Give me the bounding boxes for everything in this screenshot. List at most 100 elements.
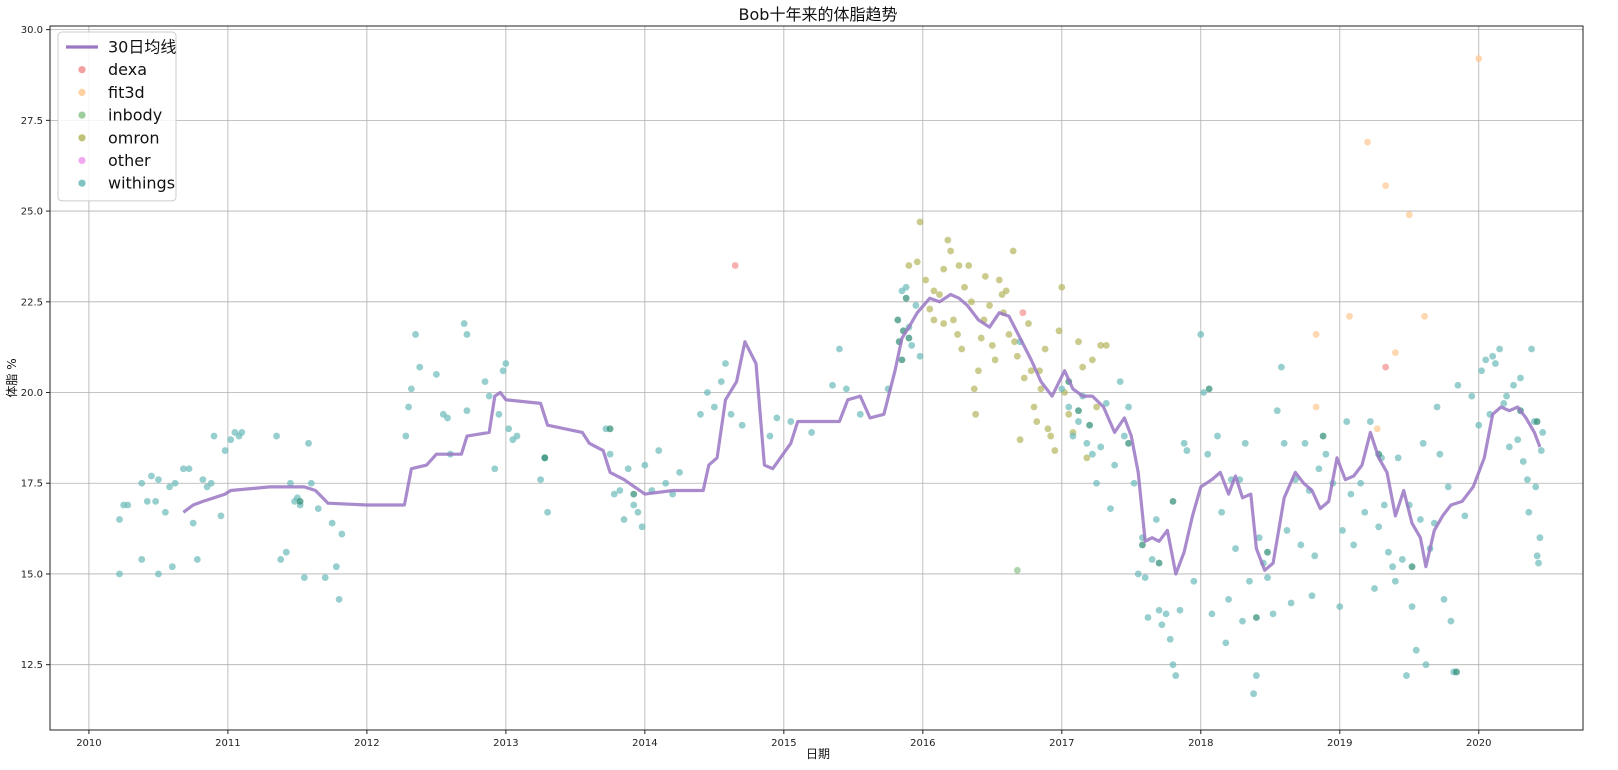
point-withings bbox=[1510, 381, 1517, 389]
point-withings bbox=[152, 497, 160, 505]
point-withings bbox=[402, 432, 410, 440]
point-withings bbox=[513, 432, 521, 440]
point-withings bbox=[328, 519, 336, 527]
point-withings bbox=[166, 483, 173, 491]
point-withings bbox=[722, 360, 729, 367]
point-omron bbox=[1055, 327, 1063, 335]
x-tick-label: 2019 bbox=[1327, 738, 1352, 749]
point-withings bbox=[499, 367, 507, 375]
legend-label: withings bbox=[108, 174, 175, 193]
point-withings bbox=[277, 556, 285, 563]
point-withings bbox=[1107, 505, 1114, 513]
point-withings bbox=[273, 432, 280, 440]
point-withings bbox=[1214, 432, 1221, 440]
point-withings bbox=[829, 381, 836, 389]
point-overlap bbox=[1205, 385, 1213, 393]
point-omron bbox=[961, 283, 968, 291]
point-overlap bbox=[905, 334, 913, 342]
point-withings bbox=[1343, 418, 1351, 425]
x-tick-label: 2015 bbox=[771, 738, 796, 749]
point-withings bbox=[1280, 439, 1288, 447]
point-fit3d bbox=[1312, 403, 1320, 411]
point-withings bbox=[1468, 392, 1476, 400]
point-withings bbox=[1394, 454, 1402, 462]
point-withings bbox=[1246, 577, 1253, 585]
legend-swatch-marker bbox=[78, 156, 86, 165]
point-omron bbox=[977, 334, 985, 342]
point-omron bbox=[1013, 352, 1021, 360]
point-withings bbox=[1489, 352, 1497, 360]
point-overlap bbox=[1125, 439, 1132, 447]
point-withings bbox=[1447, 617, 1455, 625]
point-withings bbox=[1241, 439, 1249, 447]
point-withings bbox=[1532, 483, 1540, 491]
point-withings bbox=[1454, 381, 1462, 389]
point-withings bbox=[908, 341, 916, 349]
point-withings bbox=[1505, 443, 1513, 451]
point-omron bbox=[930, 316, 938, 324]
point-withings bbox=[773, 414, 781, 422]
point-inbody bbox=[1013, 566, 1021, 574]
x-tick-label: 2013 bbox=[493, 738, 518, 749]
point-withings bbox=[787, 418, 795, 425]
point-withings bbox=[1125, 403, 1132, 411]
point-omron bbox=[954, 331, 961, 338]
point-withings bbox=[1255, 534, 1263, 542]
point-withings bbox=[1204, 450, 1212, 458]
point-withings bbox=[1412, 646, 1420, 654]
point-omron bbox=[940, 320, 948, 327]
point-withings bbox=[1169, 661, 1177, 669]
point-omron bbox=[1033, 418, 1041, 425]
point-withings bbox=[1514, 436, 1522, 444]
point-withings bbox=[305, 439, 312, 447]
point-withings bbox=[1478, 367, 1485, 375]
point-omron bbox=[1093, 403, 1100, 411]
y-tick-label: 12.5 bbox=[21, 660, 43, 671]
legend-label: other bbox=[108, 151, 151, 170]
point-withings bbox=[1339, 527, 1346, 534]
point-omron bbox=[1083, 454, 1091, 462]
point-withings bbox=[703, 389, 711, 396]
point-dexa bbox=[1382, 363, 1390, 371]
point-withings bbox=[1528, 345, 1535, 353]
legend-swatch-marker bbox=[78, 134, 86, 142]
point-withings bbox=[641, 461, 649, 469]
point-withings bbox=[1111, 461, 1119, 469]
point-omron bbox=[940, 265, 948, 273]
point-omron bbox=[947, 247, 955, 255]
point-withings bbox=[338, 530, 346, 538]
point-withings bbox=[902, 283, 910, 291]
point-withings bbox=[1311, 552, 1319, 560]
point-withings bbox=[193, 556, 201, 563]
point-omron bbox=[1009, 247, 1017, 255]
point-withings bbox=[697, 410, 704, 418]
x-tick-label: 2010 bbox=[76, 738, 101, 749]
point-withings bbox=[1389, 563, 1396, 571]
point-withings bbox=[1116, 378, 1124, 386]
point-withings bbox=[1440, 595, 1448, 603]
point-omron bbox=[965, 262, 973, 269]
point-withings bbox=[1269, 610, 1277, 618]
point-withings bbox=[836, 345, 843, 353]
point-withings bbox=[1385, 548, 1392, 556]
point-withings bbox=[161, 508, 169, 516]
point-overlap bbox=[1075, 407, 1082, 415]
point-omron bbox=[955, 262, 963, 269]
point-withings bbox=[1283, 527, 1291, 534]
point-omron bbox=[998, 291, 1006, 298]
point-omron bbox=[916, 218, 924, 226]
point-withings bbox=[1250, 690, 1258, 698]
point-withings bbox=[1158, 621, 1166, 629]
point-withings bbox=[1180, 439, 1188, 447]
point-withings bbox=[1537, 447, 1545, 454]
point-withings bbox=[1322, 450, 1330, 458]
legend-box bbox=[57, 31, 177, 202]
point-overlap bbox=[1453, 668, 1460, 676]
point-fit3d bbox=[1391, 349, 1399, 356]
legend-swatch-marker bbox=[78, 88, 86, 96]
x-tick-label: 2017 bbox=[1049, 738, 1074, 749]
point-withings bbox=[916, 352, 924, 360]
point-omron bbox=[975, 367, 982, 375]
